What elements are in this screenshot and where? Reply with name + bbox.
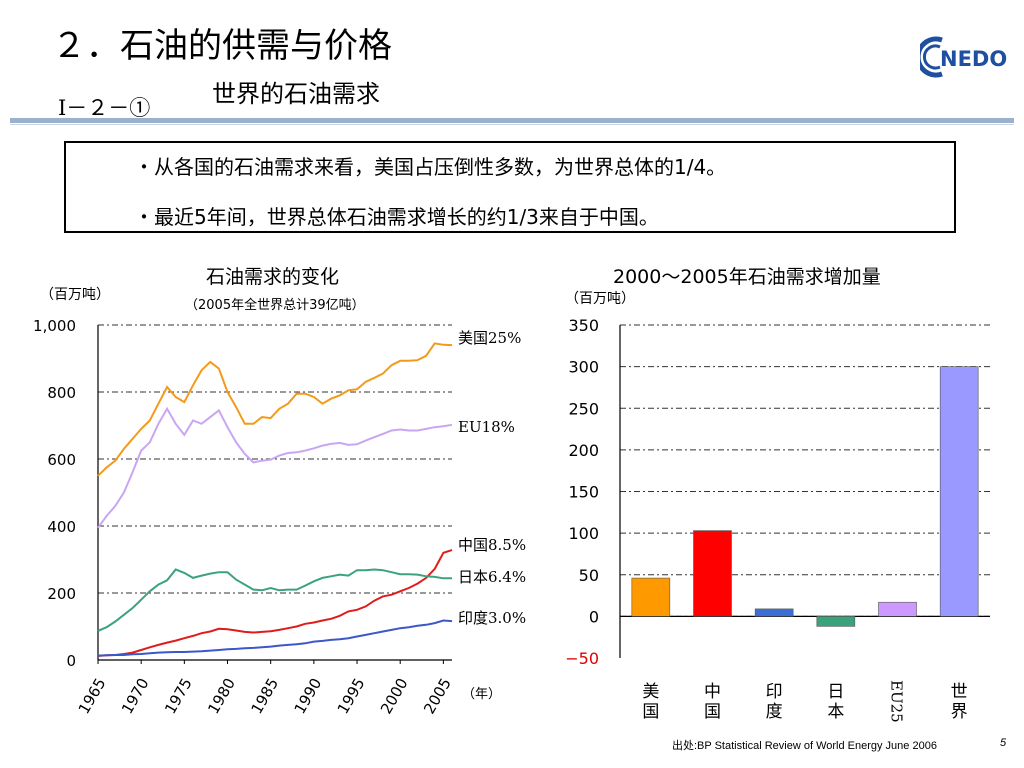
series-label-日本: 日本6.4% (458, 568, 526, 586)
summary-bullet-2: ・最近5年间，世界总体石油需求增长的约1/3来自于中国。 (134, 205, 659, 229)
summary-box: ・从各国的石油需求来看，美国占压倒性多数，为世界总体的1/4。 ・最近5年间，世… (64, 141, 956, 233)
line-chart-xtick-label: 2005 (420, 675, 455, 717)
bar-chart: −50 0 50 100 150 200 250 300 350 美国 中国 印度 日本 EU25 世界 (565, 316, 990, 723)
line-chart-xtick-label: 1985 (247, 675, 282, 717)
page-number: 5 (1000, 737, 1007, 749)
logo-text: NEDO (940, 47, 1007, 71)
line-chart-xtick-label: 2000 (377, 675, 412, 717)
bar-chart-ytick-label: 200 (568, 441, 599, 460)
bar-chart-ytick-label: 100 (568, 524, 599, 543)
bar-EU25 (878, 601, 917, 617)
header-divider (10, 118, 1014, 123)
bar-category-label: 日本 (827, 682, 844, 722)
bar-chart-ytick-label: 150 (568, 483, 599, 502)
line-chart: 0 200 400 600 800 1,000 1965 1970 1975 1980 1985 19… (33, 317, 526, 717)
bar-中国 (693, 530, 732, 617)
nedo-logo: NEDO (920, 36, 1007, 78)
bar-chart-ytick-label: 350 (568, 316, 599, 335)
series-label-印度: 印度3.0% (458, 609, 526, 627)
bar-chart-ytick-label: 50 (579, 566, 599, 585)
source-note: 出处:BP Statistical Review of World Energy… (672, 740, 937, 752)
line-chart-unit: （百万吨） (40, 287, 110, 303)
line-chart-ytick-label: 800 (47, 384, 76, 402)
line-chart-xtick-label: 1990 (291, 675, 326, 717)
line-series-EU (97, 406, 453, 529)
line-chart-title: 石油需求的变化 (206, 266, 340, 288)
line-chart-ytick-label: 200 (47, 585, 76, 603)
bar-印度 (754, 608, 794, 617)
bar-chart-ytick-label: −50 (565, 649, 599, 668)
line-chart-ytick-label: 400 (47, 518, 76, 536)
line-chart-subtitle: （2005年全世界总计39亿吨） (185, 298, 365, 313)
bar-category-label: 世界 (951, 682, 968, 722)
line-chart-xtick-label: 1975 (161, 675, 196, 717)
bar-chart-title: 2000～2005年石油需求增加量 (613, 266, 881, 288)
line-chart-xtick-label: 1970 (118, 675, 153, 717)
line-series-美国 (97, 342, 453, 477)
bar-chart-unit: （百万吨） (565, 291, 635, 307)
bar-chart-ytick-label: 0 (589, 607, 599, 626)
line-chart-ytick-label: 600 (47, 451, 76, 469)
line-chart-xunit: （年） (462, 687, 502, 702)
line-chart-ytick-label: 1,000 (33, 317, 76, 335)
bar-category-label: 中国 (704, 682, 721, 722)
bar-category-label: 美国 (642, 682, 659, 722)
bar-世界 (939, 366, 979, 617)
series-label-美国: 美国25% (458, 329, 521, 347)
series-label-EU: EU18% (458, 418, 515, 436)
line-series-日本 (97, 568, 452, 632)
slide-title: ２．石油的供需与价格 (52, 26, 392, 66)
line-series-中国 (97, 549, 453, 657)
bar-chart-ytick-label: 300 (568, 358, 599, 377)
bar-chart-ytick-label: 250 (568, 399, 599, 418)
bar-category-label: EU25 (888, 680, 906, 723)
slide-subtitle: 世界的石油需求 (212, 80, 380, 108)
line-chart-xtick-label: 1965 (75, 675, 110, 717)
line-chart-ytick-label: 0 (66, 652, 76, 670)
bar-category-label: 印度 (766, 682, 783, 722)
bar-日本 (816, 616, 856, 627)
bar-美国 (631, 577, 671, 617)
section-number: Ⅰ－２－① (58, 96, 151, 120)
series-label-中国: 中国8.5% (458, 536, 526, 554)
header-divider-thin (10, 124, 1014, 125)
line-chart-xtick-label: 1980 (204, 675, 239, 717)
line-series-印度 (97, 619, 453, 657)
line-chart-xtick-label: 1995 (334, 675, 369, 717)
summary-bullet-1: ・从各国的石油需求来看，美国占压倒性多数，为世界总体的1/4。 (134, 155, 727, 179)
